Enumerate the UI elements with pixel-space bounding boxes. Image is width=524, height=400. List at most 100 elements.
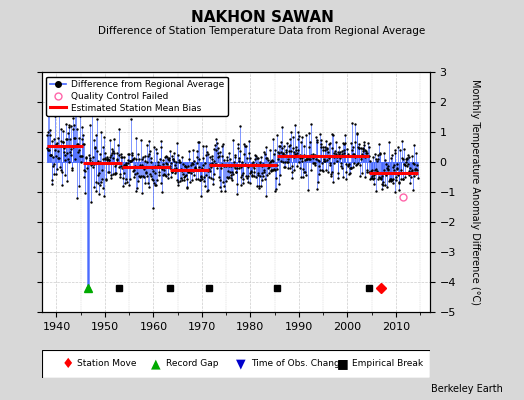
Point xyxy=(210,158,218,164)
Point xyxy=(348,146,356,153)
Point xyxy=(52,171,60,178)
Point xyxy=(112,161,121,167)
Point xyxy=(54,154,63,161)
Point xyxy=(328,145,336,152)
Point xyxy=(143,142,151,148)
Point xyxy=(332,151,340,158)
Point xyxy=(271,188,280,194)
Point xyxy=(220,157,228,163)
Point xyxy=(150,144,158,150)
Point xyxy=(238,159,246,166)
Point xyxy=(213,165,222,171)
Point xyxy=(162,160,171,167)
Point xyxy=(51,113,59,119)
Point xyxy=(219,161,227,167)
Point xyxy=(408,169,417,175)
Point xyxy=(182,184,191,191)
Point xyxy=(372,156,380,163)
Point xyxy=(49,154,57,160)
Point xyxy=(79,140,88,147)
Point xyxy=(168,169,176,176)
Point xyxy=(259,161,267,168)
Point xyxy=(133,184,141,191)
Point xyxy=(315,163,324,169)
Point xyxy=(381,157,389,163)
Point xyxy=(305,130,313,136)
Point xyxy=(124,157,132,164)
Point xyxy=(228,177,236,183)
Point xyxy=(343,146,352,153)
Point xyxy=(53,135,62,141)
Point xyxy=(134,150,142,157)
Point xyxy=(267,167,275,173)
Point xyxy=(220,183,228,190)
Point xyxy=(155,169,163,176)
Point xyxy=(374,176,382,182)
Point xyxy=(393,161,401,168)
Point xyxy=(228,137,237,144)
Point xyxy=(153,164,161,170)
Point xyxy=(151,146,160,152)
Point xyxy=(252,152,260,159)
Point xyxy=(357,154,365,160)
Point xyxy=(169,150,178,156)
Point xyxy=(298,134,306,140)
Point xyxy=(313,137,322,144)
Point xyxy=(79,132,87,138)
Point xyxy=(172,177,181,183)
Point xyxy=(399,156,408,162)
Point xyxy=(338,165,346,172)
Point xyxy=(222,163,230,169)
Point xyxy=(202,172,211,179)
Point xyxy=(195,139,204,145)
Point xyxy=(111,171,119,178)
Point xyxy=(155,163,163,170)
Point xyxy=(266,158,275,164)
Point xyxy=(315,170,323,177)
Point xyxy=(99,156,107,162)
Point xyxy=(216,177,225,183)
Point xyxy=(359,146,368,152)
Point xyxy=(149,167,158,174)
Point xyxy=(72,143,80,150)
Point xyxy=(289,134,297,140)
Point xyxy=(301,157,310,164)
Point xyxy=(234,141,243,148)
Point xyxy=(396,170,404,176)
Point xyxy=(118,154,126,160)
Point xyxy=(151,162,160,169)
Point xyxy=(289,144,297,151)
Point xyxy=(144,138,152,144)
Point xyxy=(65,124,73,130)
Point xyxy=(178,177,187,183)
Point xyxy=(331,148,339,154)
Point xyxy=(248,172,257,179)
Point xyxy=(256,173,265,180)
Point xyxy=(222,153,231,160)
Point xyxy=(131,163,139,170)
Point xyxy=(396,147,405,153)
Point xyxy=(63,136,71,142)
Point xyxy=(355,145,364,151)
Point xyxy=(60,145,68,151)
Point xyxy=(47,152,55,158)
Point xyxy=(351,138,359,145)
Point xyxy=(94,158,103,164)
Point xyxy=(403,154,412,161)
Point xyxy=(121,162,129,168)
Text: Berkeley Earth: Berkeley Earth xyxy=(431,384,503,394)
Point xyxy=(287,148,295,154)
Point xyxy=(257,163,266,169)
Point xyxy=(177,175,185,181)
Text: Difference of Station Temperature Data from Regional Average: Difference of Station Temperature Data f… xyxy=(99,26,425,36)
Point xyxy=(150,180,158,186)
Point xyxy=(125,176,134,182)
Point xyxy=(110,136,118,142)
Point xyxy=(263,154,271,161)
Point xyxy=(71,135,79,142)
Point xyxy=(101,155,109,161)
Point xyxy=(202,152,210,158)
Point xyxy=(247,169,255,176)
Point xyxy=(375,174,384,180)
Point xyxy=(44,112,52,118)
